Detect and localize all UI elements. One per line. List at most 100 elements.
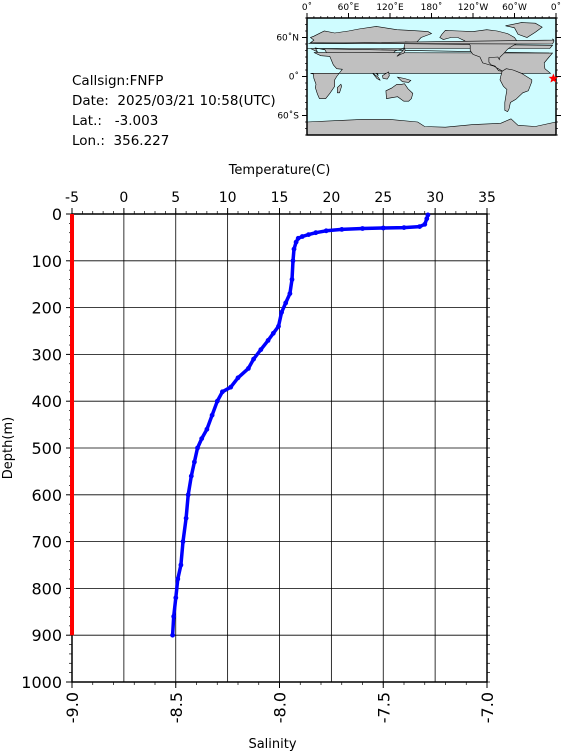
temperature-point [180, 539, 186, 544]
temperature-axis-title: Temperature(C) [228, 163, 331, 178]
longitude-text: Lon.: 356.227 [72, 133, 170, 149]
temperature-point [417, 224, 422, 230]
map-land-9 [505, 22, 543, 38]
map-land-4 [396, 76, 412, 83]
temperature-point [265, 338, 271, 343]
map-lon-label: 0˚ [551, 2, 561, 13]
temperature-point [424, 216, 430, 222]
temperature-tick-label: 25 [374, 190, 392, 206]
map-lon-label: 60˚W [502, 2, 527, 13]
map-lon-label: 120˚E [376, 2, 404, 13]
temperature-point [246, 366, 251, 371]
temperature-point [339, 227, 345, 232]
temperature-point [214, 398, 220, 404]
salinity-tick-label: -8.5 [167, 692, 186, 723]
temperature-point [425, 212, 431, 218]
salinity-tick-label: -7.0 [478, 692, 497, 723]
temperature-point [287, 291, 293, 296]
map-land-12 [308, 38, 555, 45]
temperature-point [170, 632, 176, 638]
temperature-point [279, 309, 284, 315]
map-land-7 [396, 47, 406, 57]
temperature-point [380, 225, 386, 231]
map-land-3 [385, 83, 414, 102]
temperature-tick-label: 35 [478, 190, 496, 206]
depth-tick-label: 600 [31, 486, 62, 505]
temperature-tick-label: 15 [271, 190, 289, 206]
temperature-point [401, 225, 407, 231]
depth-tick-label: 0 [52, 205, 62, 224]
temperature-tick-label: 0 [119, 190, 128, 206]
temperature-tick-label: 30 [426, 190, 444, 206]
temperature-point [192, 459, 197, 465]
temperature-point [183, 515, 189, 521]
map-lat-label: 0˚ [289, 72, 299, 83]
temperature-point [422, 221, 428, 227]
temperature-point [228, 384, 234, 390]
salinity-tick-label: -8.0 [271, 692, 290, 723]
temperature-point [293, 239, 299, 245]
temperature-point [360, 226, 365, 231]
station-marker [548, 73, 559, 83]
depth-tick-label: 300 [31, 345, 62, 364]
temperature-point [235, 375, 241, 381]
salinity-tick-label: -7.5 [374, 692, 393, 723]
temperature-point [185, 492, 191, 498]
temperature-profile-line [170, 214, 430, 636]
temperature-point [295, 235, 301, 241]
temperature-point [323, 228, 329, 234]
depth-tick-label: 900 [31, 626, 62, 645]
map-lon-label: 180˚ [421, 2, 443, 13]
date-text: Date: 2025/03/21 10:58(UTC) [72, 93, 276, 109]
salinity-tick-label: -9.0 [63, 692, 82, 723]
depth-tick-label: 800 [31, 579, 62, 598]
temperature-point [199, 436, 205, 441]
temperature-point [171, 614, 177, 619]
temperature-tick-label: 5 [171, 190, 180, 206]
map-land-1 [310, 52, 554, 99]
depth-tick-label: 400 [31, 392, 62, 411]
map-lon-label: 60˚E [338, 2, 360, 13]
temperature-point [220, 389, 225, 395]
temperature-point [195, 445, 200, 451]
map-land-6 [372, 73, 381, 81]
latitude-text: Lat.: -3.003 [72, 113, 159, 129]
map-lon-label: 0˚ [302, 2, 312, 13]
temperature-point [306, 232, 311, 238]
depth-tick-label: 700 [31, 533, 62, 552]
map-lat-label: 60˚N [276, 33, 299, 44]
profile-chart: -5 0 5 10 15 20 25 30 35Temperature(C)0100200300… [1, 163, 497, 752]
map-land-5 [382, 71, 390, 80]
temperature-point [299, 234, 305, 239]
temperature-point [291, 246, 297, 252]
salinity-axis-title: Salinity [248, 737, 296, 751]
location-map: 0˚ 60˚E 120˚E 180˚ 120˚W 60˚W 0˚ 60˚N 0˚ 60˚S [276, 2, 561, 136]
temperature-point [276, 323, 281, 329]
temperature-point [204, 426, 210, 432]
map-land-2 [337, 83, 342, 94]
temperature-point [270, 330, 276, 336]
temperature-tick-label: 10 [219, 190, 237, 206]
temperature-point [178, 562, 184, 568]
map-land-10 [499, 68, 533, 112]
temperature-point [258, 347, 264, 353]
temperature-point [251, 356, 256, 362]
temperature-point [289, 277, 295, 282]
temperature-tick-label: -5 [65, 190, 79, 206]
temperature-point [175, 576, 181, 582]
temperature-point [209, 412, 215, 418]
temperature-point [290, 258, 296, 264]
callsign-text: Callsign:FNFP [72, 73, 164, 89]
map-lat-label: 60˚S [277, 111, 299, 122]
depth-tick-label: 100 [31, 252, 62, 271]
map-land-8 [439, 29, 519, 72]
depth-tick-label: 200 [31, 299, 62, 318]
temperature-point [283, 300, 289, 306]
map-lon-label: 120˚W [458, 2, 489, 13]
depth-tick-label: 1000 [21, 673, 62, 692]
temperature-point [188, 473, 194, 479]
temperature-point [313, 230, 319, 236]
temperature-tick-label: 20 [322, 190, 340, 206]
